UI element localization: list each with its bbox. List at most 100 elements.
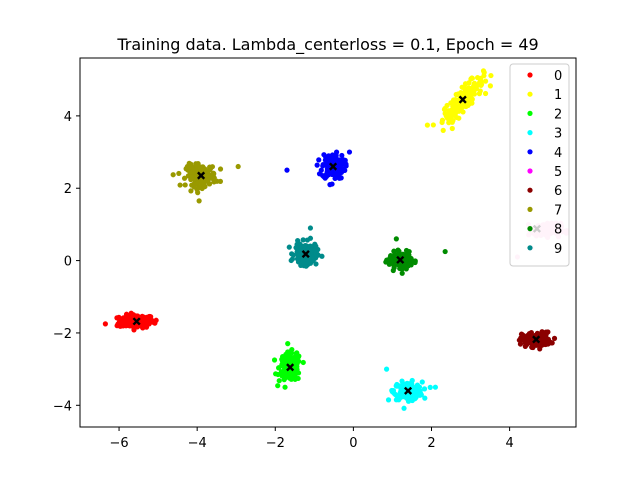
- class-center-marker: [404, 386, 413, 395]
- data-point: [460, 109, 466, 115]
- data-point: [313, 243, 319, 249]
- data-point: [288, 357, 294, 363]
- data-point: [121, 321, 128, 327]
- data-point: [114, 323, 120, 329]
- legend-label: 2: [554, 107, 562, 122]
- y-tick-label: 2: [64, 182, 72, 197]
- legend-label: 7: [554, 203, 562, 218]
- data-point: [301, 261, 308, 267]
- data-point: [403, 256, 410, 262]
- legend-label: 5: [554, 165, 562, 180]
- data-point: [408, 382, 414, 388]
- data-point: [114, 315, 120, 321]
- data-point: [469, 91, 475, 97]
- data-point: [280, 362, 286, 368]
- data-point: [449, 125, 455, 132]
- x-tick-label: 2: [427, 436, 435, 451]
- data-point: [488, 72, 494, 79]
- data-point: [304, 237, 310, 243]
- class-center-marker: [396, 255, 405, 264]
- data-point: [424, 122, 430, 128]
- data-point: [481, 69, 487, 76]
- data-point: [278, 371, 285, 378]
- data-point: [529, 344, 535, 350]
- data-point: [196, 184, 202, 191]
- class-center-marker: [458, 95, 467, 104]
- legend-marker: [527, 149, 533, 155]
- data-point: [123, 311, 130, 317]
- y-tick-label: 0: [64, 255, 72, 270]
- data-point: [321, 152, 327, 158]
- class-center-marker: [132, 317, 141, 326]
- data-point: [439, 117, 446, 123]
- data-point: [421, 386, 428, 392]
- data-point: [448, 100, 454, 106]
- data-point: [346, 149, 353, 155]
- data-point: [177, 182, 183, 188]
- data-point: [292, 359, 299, 365]
- legend-marker: [527, 72, 533, 78]
- data-point: [516, 337, 522, 343]
- data-point: [275, 383, 281, 389]
- legend-label: 9: [554, 242, 562, 257]
- data-point: [217, 178, 224, 184]
- data-point: [335, 166, 341, 172]
- x-tick-label: −4: [188, 436, 207, 451]
- data-point: [403, 394, 409, 400]
- data-point: [193, 174, 199, 180]
- data-point: [196, 198, 202, 204]
- data-point: [188, 188, 194, 194]
- data-point: [302, 242, 308, 249]
- data-point: [403, 266, 409, 272]
- data-point: [482, 78, 489, 84]
- data-point: [323, 172, 330, 179]
- data-point: [442, 105, 448, 112]
- class-center-marker: [532, 335, 541, 344]
- data-point: [200, 179, 206, 185]
- data-point: [181, 175, 188, 181]
- data-point: [333, 149, 340, 155]
- data-point: [383, 259, 389, 265]
- data-point: [394, 383, 400, 389]
- data-point: [406, 248, 412, 255]
- legend-marker: [527, 110, 533, 116]
- data-point: [443, 113, 449, 119]
- legend-label: 4: [554, 146, 562, 161]
- data-point: [320, 161, 326, 168]
- data-point: [453, 91, 459, 98]
- data-point: [417, 388, 423, 394]
- data-point: [419, 379, 425, 385]
- data-point: [471, 80, 478, 86]
- data-point: [210, 170, 217, 176]
- data-point: [294, 350, 300, 356]
- data-point: [543, 339, 549, 345]
- legend-marker: [527, 130, 533, 136]
- y-tick-label: −4: [53, 399, 72, 414]
- data-point: [339, 152, 345, 159]
- data-point: [288, 257, 294, 264]
- data-point: [294, 366, 300, 373]
- data-point: [451, 112, 457, 118]
- data-point: [517, 341, 524, 347]
- data-point: [440, 127, 446, 133]
- data-point: [293, 245, 299, 251]
- data-point: [153, 317, 159, 323]
- data-point: [401, 405, 407, 411]
- data-point: [295, 259, 302, 265]
- class-center-marker: [301, 250, 310, 259]
- data-point: [282, 374, 289, 381]
- data-point: [205, 170, 211, 177]
- data-point: [476, 91, 483, 97]
- data-point: [282, 384, 288, 390]
- data-point: [465, 102, 471, 108]
- legend-marker: [527, 168, 533, 174]
- data-point: [525, 335, 532, 341]
- data-point: [383, 366, 390, 372]
- data-point: [395, 247, 401, 253]
- legend-label: 1: [554, 88, 562, 103]
- data-point: [313, 261, 319, 267]
- legend-label: 0: [554, 69, 562, 84]
- legend-marker: [527, 245, 533, 251]
- legend-box: [509, 63, 570, 267]
